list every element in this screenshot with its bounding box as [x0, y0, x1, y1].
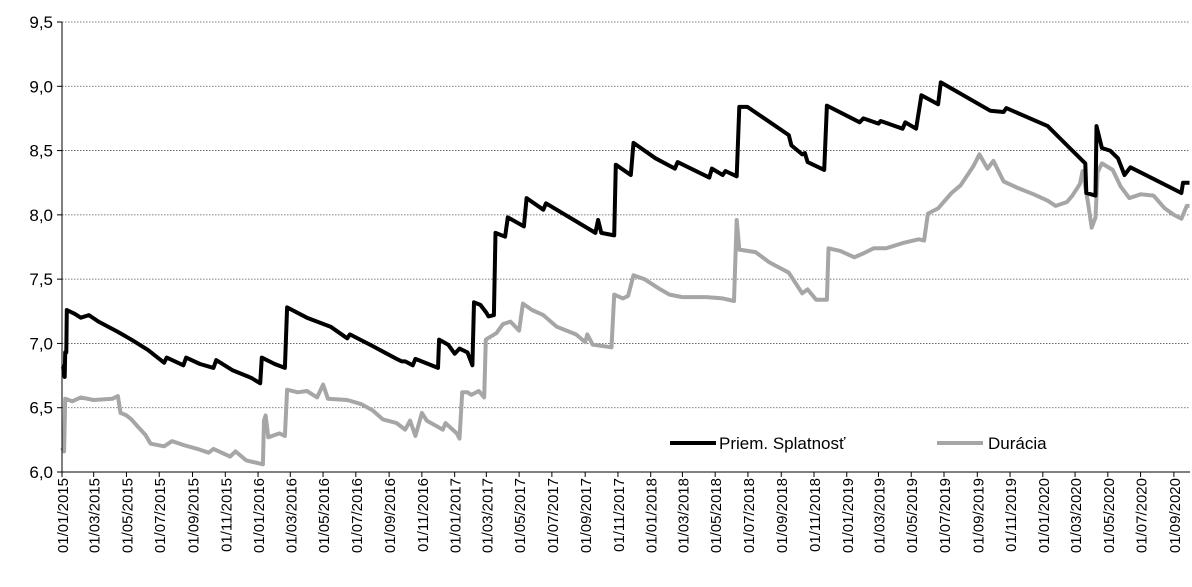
x-tick-label: 01/03/2017	[479, 478, 496, 553]
x-tick-label: 01/01/2017	[448, 478, 465, 553]
x-tick-label: 01/11/2019	[1003, 478, 1020, 552]
y-axis-ticks: 6,0 6,5 7,0 7,5 8,0 8,5 9,0 9,5	[29, 13, 62, 482]
x-tick-label: 01/09/2016	[382, 478, 399, 553]
x-tick-label: 01/05/2020	[1101, 478, 1118, 553]
x-tick-label: 01/11/2015	[218, 478, 235, 552]
x-tick-label: 01/03/2020	[1068, 478, 1085, 553]
y-tick-label: 8,5	[29, 142, 53, 161]
x-tick-label: 01/05/2015	[119, 478, 136, 553]
x-tick-label: 01/01/2015	[55, 478, 72, 553]
x-tick-label: 01/07/2015	[152, 478, 169, 553]
x-tick-label: 01/03/2018	[675, 478, 692, 553]
x-tick-label: 01/09/2020	[1167, 478, 1184, 553]
x-axis-ticks: 01/01/2015 01/03/2015 01/05/2015 01/07/2015…	[55, 472, 1184, 553]
x-tick-label: 01/09/2015	[186, 478, 203, 553]
series-lines	[60, 80, 1190, 467]
x-tick-label: 01/07/2017	[545, 478, 562, 553]
series-line-duracia	[60, 152, 1190, 467]
x-tick-label: 01/07/2019	[937, 478, 954, 553]
x-tick-label: 01/03/2019	[871, 478, 888, 553]
y-tick-label: 9,0	[29, 77, 53, 96]
axes	[61, 22, 1190, 473]
legend-label-priem-splatnost: Priem. Splatnosť	[719, 434, 846, 453]
y-tick-label: 8,0	[29, 206, 53, 225]
x-tick-label: 01/01/2016	[251, 478, 268, 553]
y-tick-label: 9,5	[29, 13, 53, 32]
x-tick-label: 01/01/2018	[644, 478, 661, 553]
grid-lines	[62, 21, 1190, 409]
x-tick-label: 01/05/2019	[904, 478, 921, 553]
x-tick-label: 01/09/2019	[970, 478, 987, 553]
x-tick-label: 01/09/2018	[774, 478, 791, 553]
x-tick-label: 01/03/2016	[283, 478, 300, 553]
y-tick-label: 7,0	[29, 334, 53, 353]
x-tick-label: 01/11/2017	[611, 478, 628, 552]
x-tick-label: 01/11/2018	[807, 478, 824, 552]
series-line-priem-splatnost	[61, 80, 1190, 386]
x-tick-label: 01/01/2019	[840, 478, 857, 553]
x-tick-label: 01/11/2016	[415, 478, 432, 552]
y-tick-label: 6,5	[29, 399, 53, 418]
x-tick-label: 01/05/2017	[512, 478, 529, 553]
legend: Priem. Splatnosť Durácia	[670, 434, 1047, 453]
x-tick-label: 01/05/2016	[316, 478, 333, 553]
x-tick-label: 01/03/2015	[87, 478, 104, 553]
x-tick-label: 01/05/2018	[708, 478, 725, 553]
x-tick-label: 01/07/2016	[349, 478, 366, 553]
x-tick-label: 01/07/2020	[1134, 478, 1151, 553]
x-tick-label: 01/01/2020	[1036, 478, 1053, 553]
y-tick-label: 6,0	[29, 463, 53, 482]
legend-label-duracia: Durácia	[988, 434, 1047, 453]
x-tick-label: 01/07/2018	[741, 478, 758, 553]
y-tick-label: 7,5	[29, 270, 53, 289]
x-tick-label: 01/09/2017	[578, 478, 595, 553]
